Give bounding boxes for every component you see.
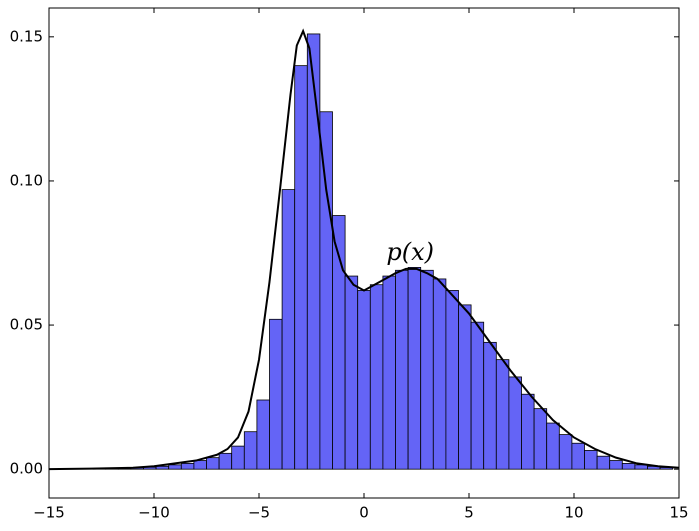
x-tick-label: 0: [359, 504, 369, 522]
bar: [307, 34, 320, 469]
y-tick-label: 0.15: [10, 27, 43, 45]
bar: [270, 319, 283, 469]
bar: [383, 276, 396, 469]
bar: [282, 190, 295, 470]
x-tick-label: −10: [138, 504, 170, 522]
y-tick-label: 0.10: [10, 171, 43, 189]
bar: [181, 463, 194, 469]
bar: [207, 458, 220, 470]
bar: [610, 461, 623, 470]
x-tick-label: −5: [248, 504, 270, 522]
bar: [471, 322, 484, 469]
bar: [320, 112, 333, 469]
bar: [232, 446, 245, 469]
bar: [547, 423, 560, 469]
bar: [597, 456, 610, 469]
bar: [295, 66, 308, 470]
x-tick-label: 10: [564, 504, 583, 522]
bar: [446, 290, 459, 469]
bar: [534, 409, 547, 470]
y-tick-label: 0.00: [10, 460, 43, 478]
bar: [585, 450, 598, 469]
bar: [522, 394, 535, 469]
annotation: p(x): [386, 238, 434, 266]
bar: [396, 270, 409, 469]
bar: [459, 305, 472, 469]
x-tick-label: 15: [669, 504, 688, 522]
bar: [509, 377, 522, 469]
bar: [345, 276, 358, 469]
x-tick-label: 5: [464, 504, 474, 522]
bar: [194, 461, 207, 470]
bar: [219, 453, 232, 469]
y-tick-label: 0.05: [10, 316, 43, 334]
bar: [496, 360, 509, 470]
bar: [559, 435, 572, 470]
bar: [622, 463, 635, 469]
x-tick-label: −15: [33, 504, 65, 522]
bar: [484, 342, 497, 469]
bar: [408, 267, 421, 469]
bar: [421, 270, 434, 469]
bar: [244, 432, 257, 469]
bar: [358, 290, 371, 469]
bar: [433, 279, 446, 469]
bar: [257, 400, 270, 469]
bar: [370, 285, 383, 469]
bar: [572, 443, 585, 469]
bar: [169, 465, 182, 469]
